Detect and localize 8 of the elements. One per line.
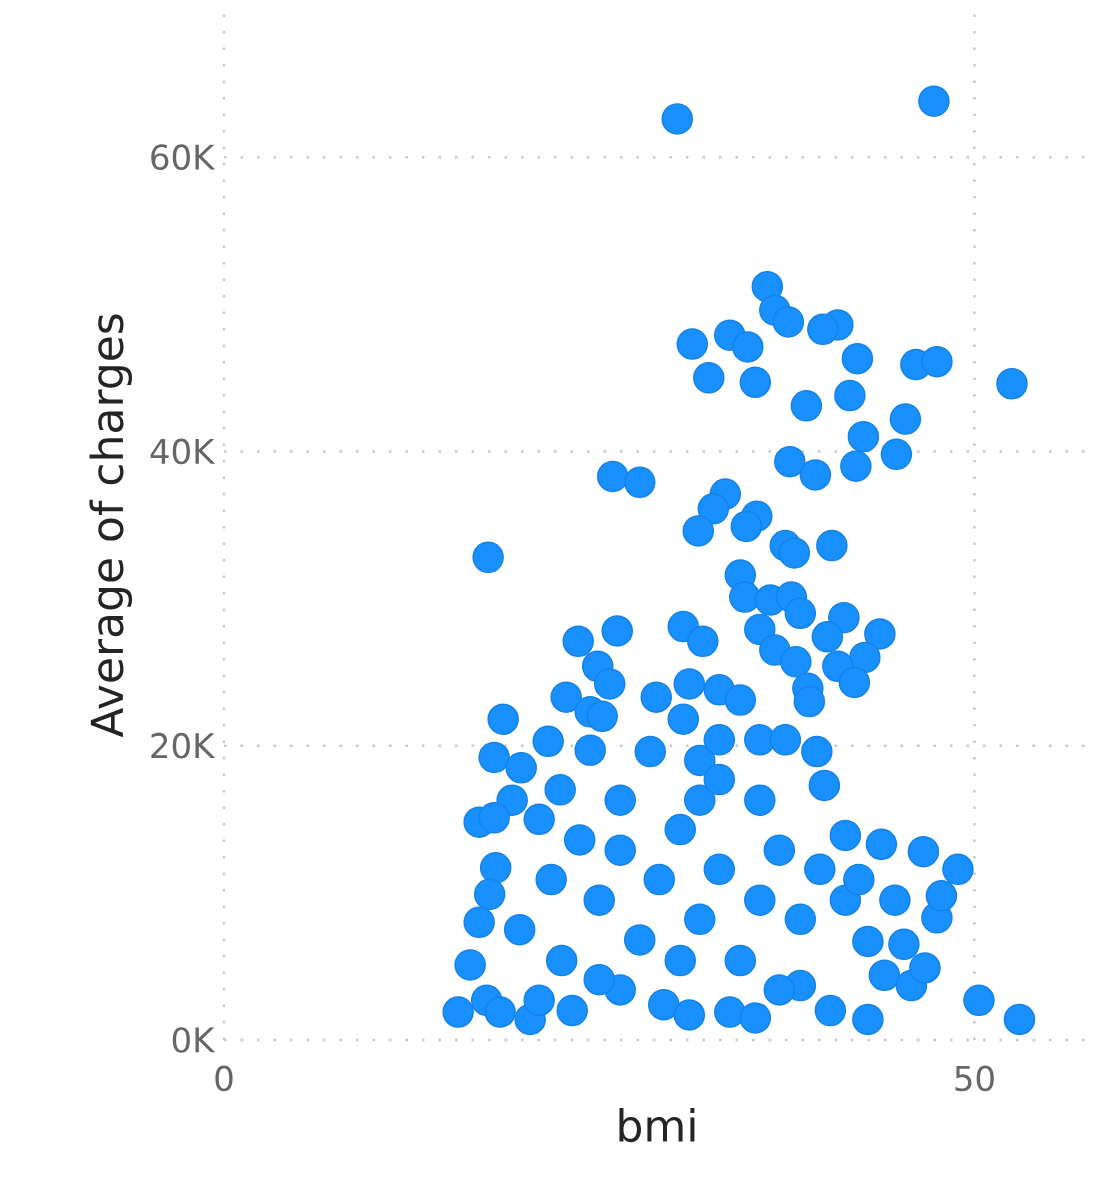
x-tick-label: 50	[955, 1065, 994, 1092]
x-axis-title: bmi	[619, 1108, 695, 1143]
y-tick-label: 60K	[151, 144, 216, 171]
y-tick-label: 20K	[151, 732, 216, 759]
y-axis-title: Average of charges	[89, 314, 133, 738]
x-tick-label: 0	[215, 1065, 233, 1092]
y-tick-label: 0K	[172, 1027, 216, 1053]
y-tick-label: 40K	[150, 438, 216, 465]
